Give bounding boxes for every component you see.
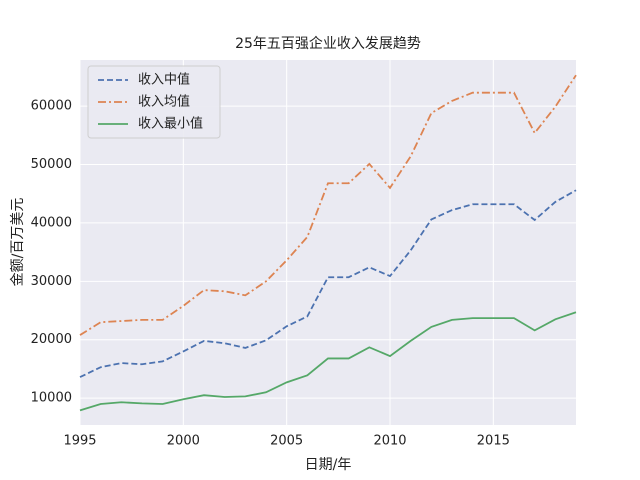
x-tick-label: 2000	[167, 434, 200, 449]
data-line	[79, 311, 577, 412]
data-line	[79, 189, 577, 378]
x-axis-label: 日期/年	[305, 457, 352, 473]
data-line	[79, 74, 577, 336]
y-tick-label: 30000	[31, 274, 72, 289]
legend-label: 收入最小值	[138, 116, 203, 132]
chart-title: 25年五百强企业收入发展趋势	[235, 35, 421, 52]
y-tick-label: 20000	[31, 332, 72, 347]
y-tick-label: 10000	[31, 391, 72, 406]
legend-label: 收入均值	[138, 94, 190, 110]
legend-label: 收入中值	[138, 72, 190, 88]
y-tick-label: 40000	[31, 215, 72, 230]
y-axis-label: 金额/百万美元	[10, 198, 26, 287]
y-tick-label: 50000	[31, 157, 72, 172]
x-tick-label: 1995	[63, 434, 96, 449]
legend-box	[87, 65, 221, 139]
y-tick-label: 60000	[31, 99, 72, 114]
x-tick-label: 2005	[270, 434, 303, 449]
x-tick-label: 2010	[373, 434, 406, 449]
x-tick-label: 2015	[477, 434, 510, 449]
